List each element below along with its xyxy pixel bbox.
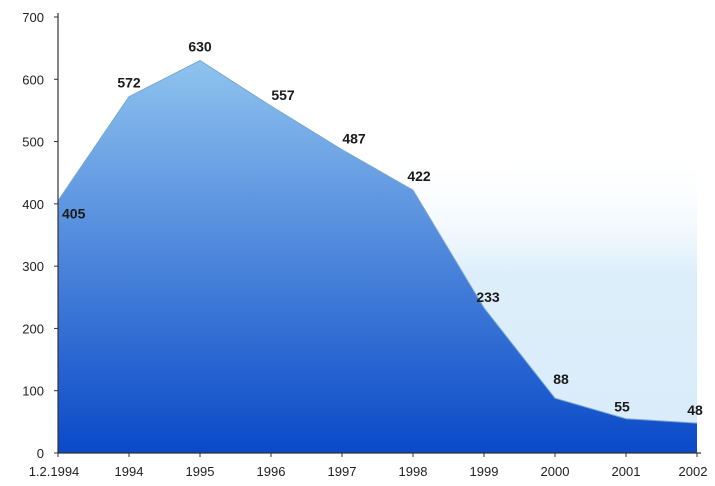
y-tick-label: 700 <box>22 10 44 25</box>
data-label: 233 <box>476 289 500 305</box>
x-tick-label: 1999 <box>470 464 499 479</box>
area-series <box>58 60 697 453</box>
data-label: 557 <box>271 87 295 103</box>
x-tick-label: 1998 <box>399 464 428 479</box>
x-tick-label: 1996 <box>257 464 286 479</box>
y-tick-label: 0 <box>37 446 44 461</box>
data-label: 422 <box>407 168 431 184</box>
y-tick-label: 200 <box>22 321 44 336</box>
x-tick-label: 2000 <box>541 464 570 479</box>
data-label: 405 <box>62 206 86 222</box>
x-tick-label: 2001 <box>612 464 641 479</box>
y-tick-label: 300 <box>22 259 44 274</box>
data-label: 572 <box>117 75 141 91</box>
y-tick-label: 100 <box>22 384 44 399</box>
data-label: 48 <box>687 402 703 418</box>
data-label: 630 <box>188 39 212 55</box>
y-tick-label: 500 <box>22 135 44 150</box>
data-label: 487 <box>342 131 366 147</box>
y-tick-label: 400 <box>22 197 44 212</box>
x-tick-label: 1995 <box>186 464 215 479</box>
y-tick-label: 600 <box>22 72 44 87</box>
data-label: 88 <box>553 371 569 387</box>
data-label: 55 <box>614 399 630 415</box>
x-tick-label: 1997 <box>328 464 357 479</box>
x-tick-label: 2002 <box>679 464 708 479</box>
x-tick-label: 1994 <box>115 464 144 479</box>
area-outline <box>57 60 698 424</box>
x-tick-label: 1.2.1994 <box>29 464 80 479</box>
